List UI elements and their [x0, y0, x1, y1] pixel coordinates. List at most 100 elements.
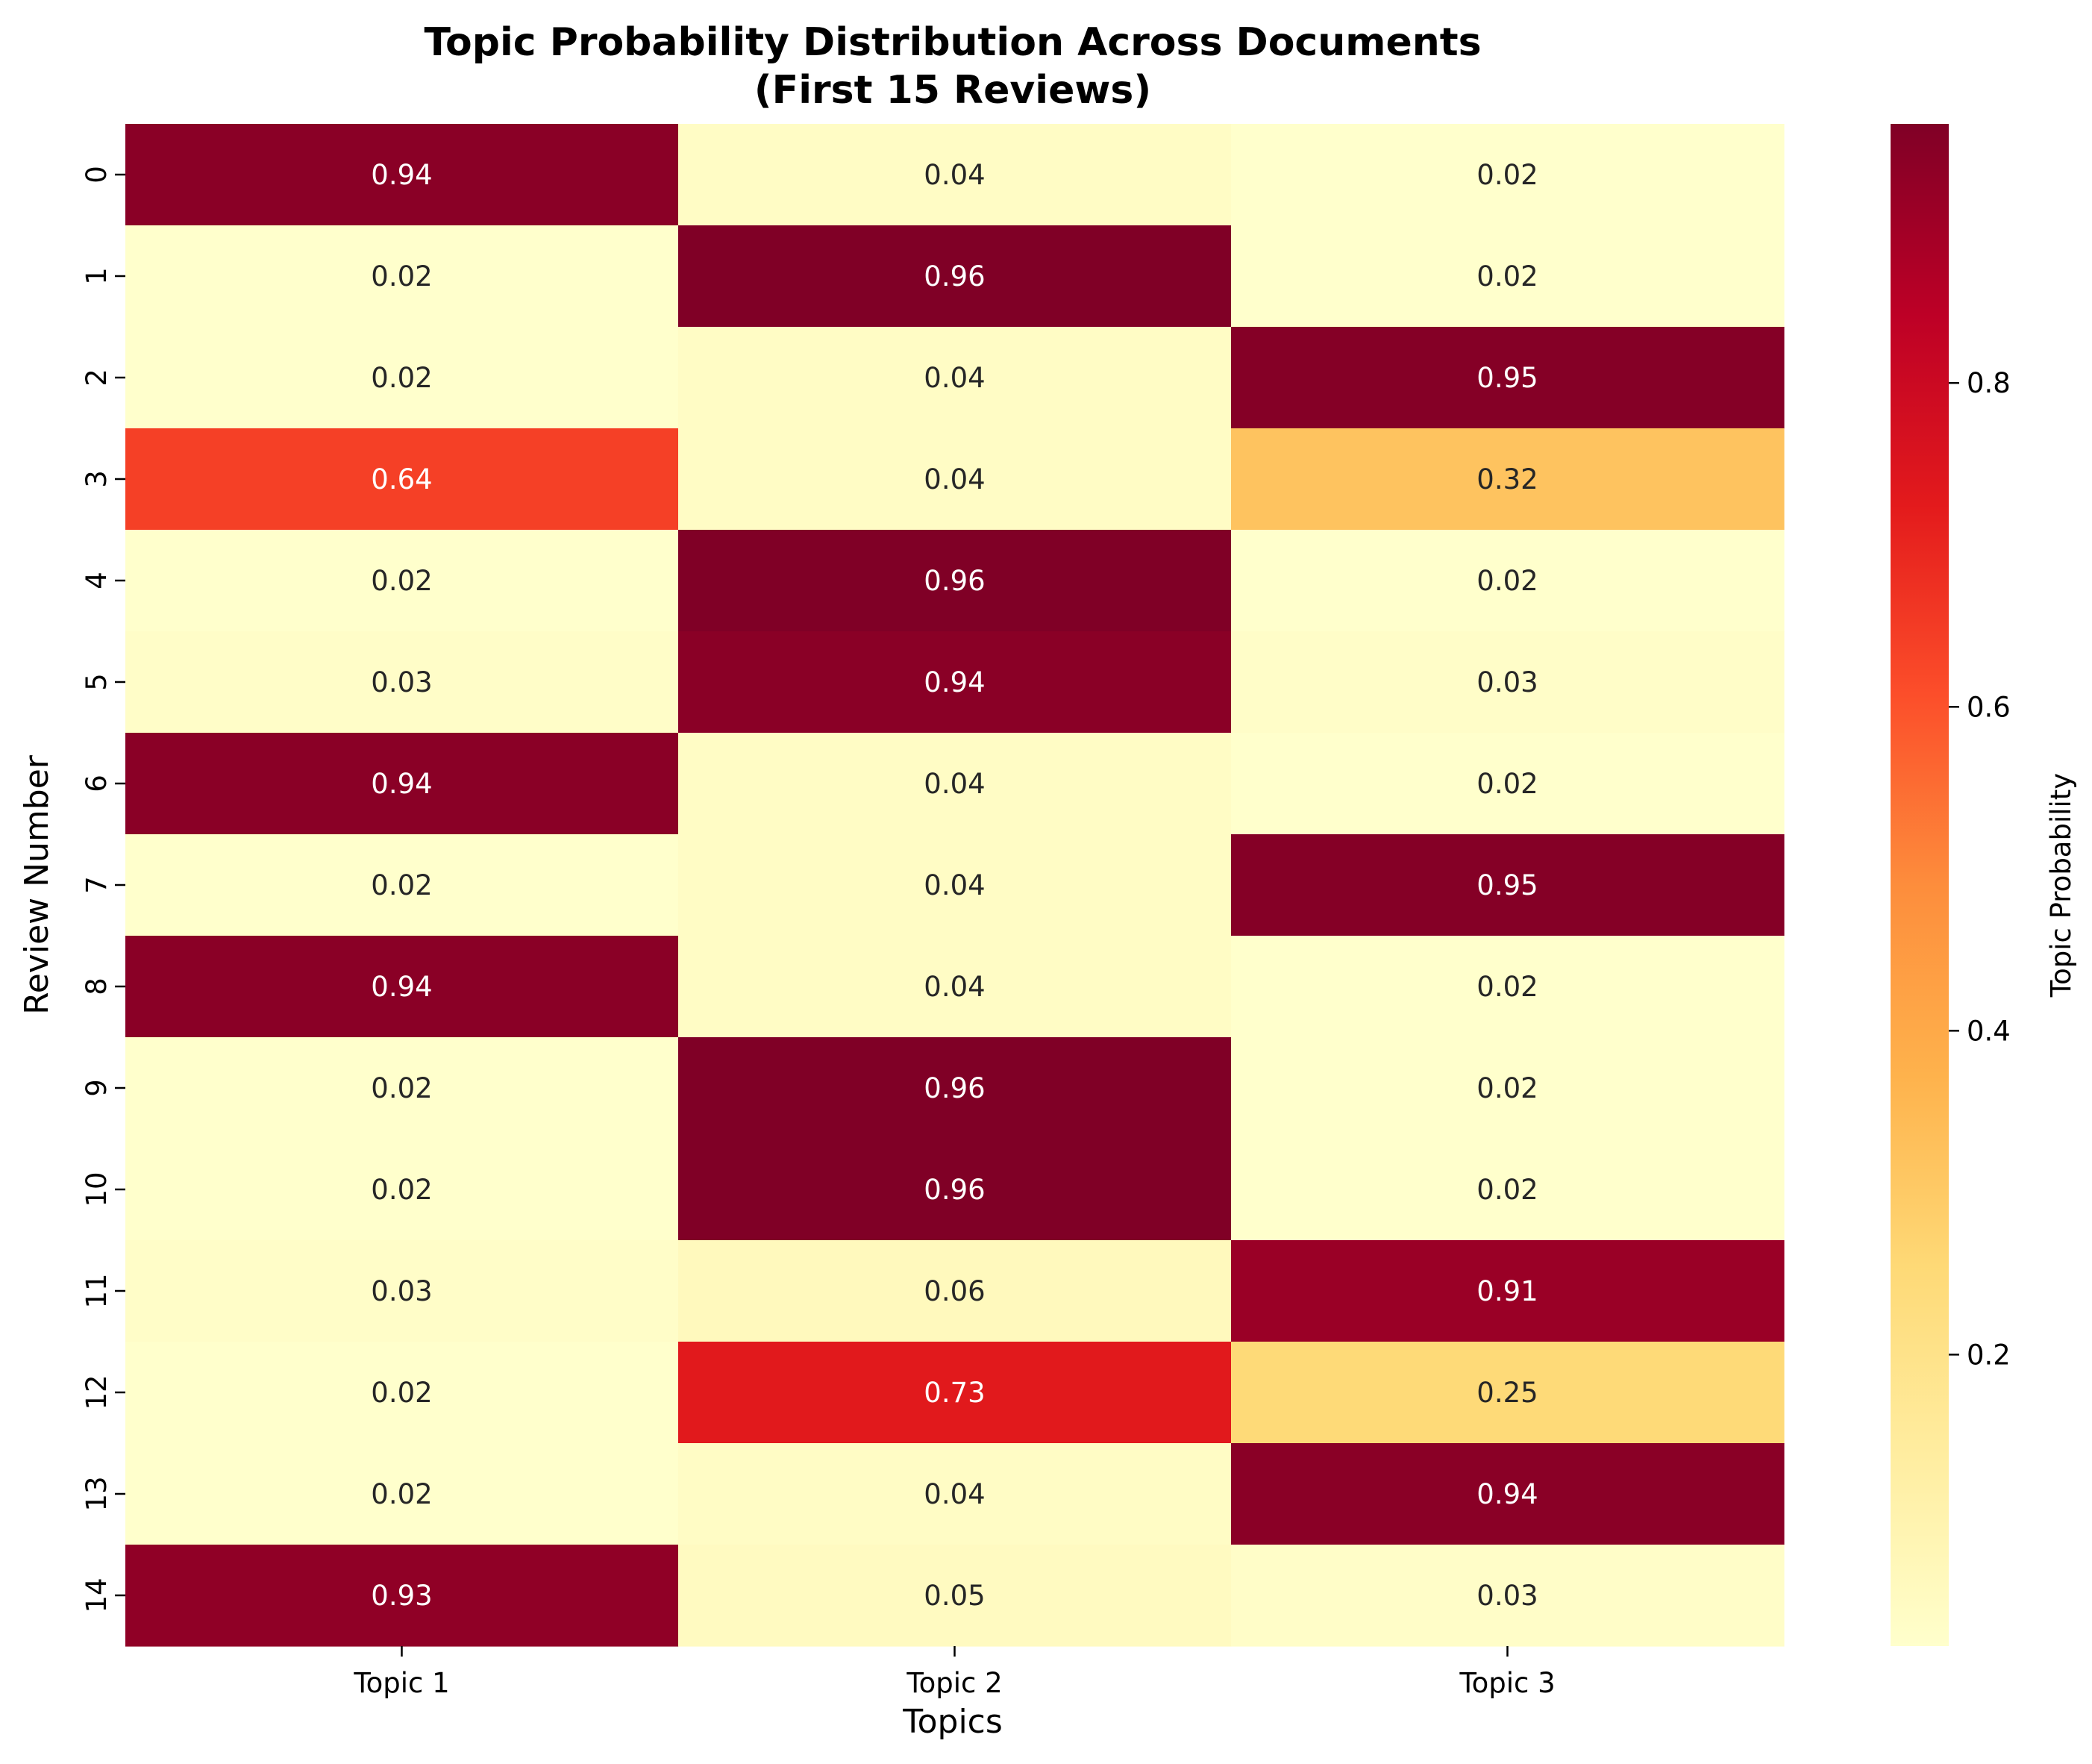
colorbar-tick-label: 0.4 — [1967, 1015, 2011, 1047]
cell-value-label: 0.04 — [924, 971, 985, 1003]
heatmap-cell — [678, 327, 1232, 429]
x-tick-label: Topic 3 — [1459, 1667, 1555, 1699]
heatmap-cell — [678, 124, 1232, 226]
cell-value-label: 0.02 — [1476, 1174, 1538, 1206]
heatmap-cell — [125, 327, 679, 429]
cell-value-label: 0.03 — [371, 1275, 432, 1307]
heatmap-cell — [125, 936, 679, 1038]
colorbar-tick-label: 0.6 — [1967, 691, 2011, 723]
x-axis-ticks: Topic 1 Topic 2 Topic 3 — [353, 1646, 1556, 1699]
y-tick-label: 1 — [81, 267, 113, 285]
cell-value-label: 0.95 — [1476, 362, 1538, 394]
heatmap-cell — [125, 631, 679, 734]
colorbar-tick-label: 0.8 — [1967, 367, 2011, 399]
cell-value-label: 0.94 — [371, 971, 432, 1003]
cell-value-label: 0.05 — [924, 1580, 985, 1612]
y-tick-label: 12 — [81, 1374, 113, 1410]
heatmap-cell — [678, 936, 1232, 1038]
cell-value-label: 0.25 — [1476, 1377, 1538, 1409]
y-tick-label: 4 — [81, 572, 113, 589]
heatmap-cell — [678, 530, 1232, 632]
heatmap-cell — [125, 1342, 679, 1444]
heatmap-cell — [125, 428, 679, 531]
heatmap-cell — [1231, 1443, 1785, 1545]
heatmap-cells — [125, 124, 1785, 1647]
cell-value-label: 0.04 — [924, 362, 985, 394]
cell-value-label: 0.93 — [371, 1580, 432, 1612]
colorbar-tick-label: 0.2 — [1967, 1339, 2011, 1371]
cell-value-label: 0.96 — [924, 1174, 985, 1206]
heatmap-cell — [1231, 1037, 1785, 1139]
heatmap-cell — [678, 1342, 1232, 1444]
y-tick-label: 14 — [81, 1577, 113, 1613]
heatmap-cell — [125, 1240, 679, 1342]
cell-value-label: 0.03 — [371, 666, 432, 698]
heatmap-cell — [1231, 1139, 1785, 1241]
cell-value-label: 0.96 — [924, 1072, 985, 1104]
y-tick-label: 10 — [81, 1172, 113, 1207]
cell-value-label: 0.02 — [371, 1174, 432, 1206]
y-tick-label: 9 — [81, 1079, 113, 1097]
y-tick-label: 3 — [81, 470, 113, 488]
cell-value-label: 0.73 — [924, 1377, 985, 1409]
heatmap-cell — [1231, 936, 1785, 1038]
heatmap-cell — [1231, 428, 1785, 531]
heatmap-cell — [678, 1443, 1232, 1545]
heatmap-cell — [1231, 733, 1785, 835]
cell-value-label: 0.02 — [1476, 768, 1538, 800]
cell-value-label: 0.04 — [924, 1478, 985, 1510]
cell-value-label: 0.04 — [924, 159, 985, 191]
cell-value-label: 0.04 — [924, 869, 985, 901]
y-tick-label: 5 — [81, 673, 113, 691]
cell-value-label: 0.02 — [371, 1377, 432, 1409]
y-tick-label: 8 — [81, 978, 113, 995]
cell-value-label: 0.02 — [1476, 1072, 1538, 1104]
colorbar-label: Topic Probability — [2045, 773, 2077, 998]
heatmap-cell — [678, 1037, 1232, 1139]
heatmap-cell — [678, 1139, 1232, 1241]
cell-value-label: 0.91 — [1476, 1275, 1538, 1307]
y-tick-label: 0 — [81, 166, 113, 184]
cell-value-label: 0.94 — [371, 768, 432, 800]
y-tick-label: 6 — [81, 775, 113, 792]
chart-title-line-2: (First 15 Reviews) — [754, 68, 1151, 113]
cell-value-label: 0.02 — [371, 565, 432, 597]
x-tick-label: Topic 2 — [906, 1667, 1002, 1699]
cell-value-label: 0.02 — [371, 362, 432, 394]
heatmap-cell — [1231, 225, 1785, 328]
colorbar-ticks: 0.2 0.4 0.6 0.8 — [1949, 367, 2011, 1371]
cell-value-label: 0.02 — [371, 869, 432, 901]
heatmap-cell — [125, 530, 679, 632]
heatmap-cell — [1231, 124, 1785, 226]
heatmap-cell — [678, 428, 1232, 531]
heatmap-cell — [125, 225, 679, 328]
cell-value-label: 0.04 — [924, 768, 985, 800]
cell-value-label: 0.94 — [371, 159, 432, 191]
cell-value-label: 0.94 — [1476, 1478, 1538, 1510]
heatmap-cell — [125, 1545, 679, 1647]
heatmap-cell — [125, 124, 679, 226]
cell-value-label: 0.02 — [1476, 971, 1538, 1003]
heatmap-value-labels: 0.94 0.04 0.02 0.02 0.96 0.02 0.02 0.04 0.95 0.64… — [371, 159, 1538, 1612]
heatmap-cell — [678, 631, 1232, 734]
cell-value-label: 0.02 — [371, 1072, 432, 1104]
cell-value-label: 0.94 — [924, 666, 985, 698]
cell-value-label: 0.06 — [924, 1275, 985, 1307]
heatmap-cell — [678, 1240, 1232, 1342]
y-tick-label: 13 — [81, 1476, 113, 1511]
cell-value-label: 0.95 — [1476, 869, 1538, 901]
x-tick-label: Topic 1 — [353, 1667, 449, 1699]
heatmap-cell — [1231, 1240, 1785, 1342]
heatmap-cell — [125, 834, 679, 936]
heatmap-cell — [125, 1037, 679, 1139]
y-tick-label: 2 — [81, 369, 113, 387]
heatmap-cell — [125, 733, 679, 835]
cell-value-label: 0.02 — [371, 1478, 432, 1510]
heatmap-cell — [1231, 1342, 1785, 1444]
y-tick-label: 7 — [81, 876, 113, 894]
cell-value-label: 0.03 — [1476, 666, 1538, 698]
heatmap-cell — [678, 1545, 1232, 1647]
